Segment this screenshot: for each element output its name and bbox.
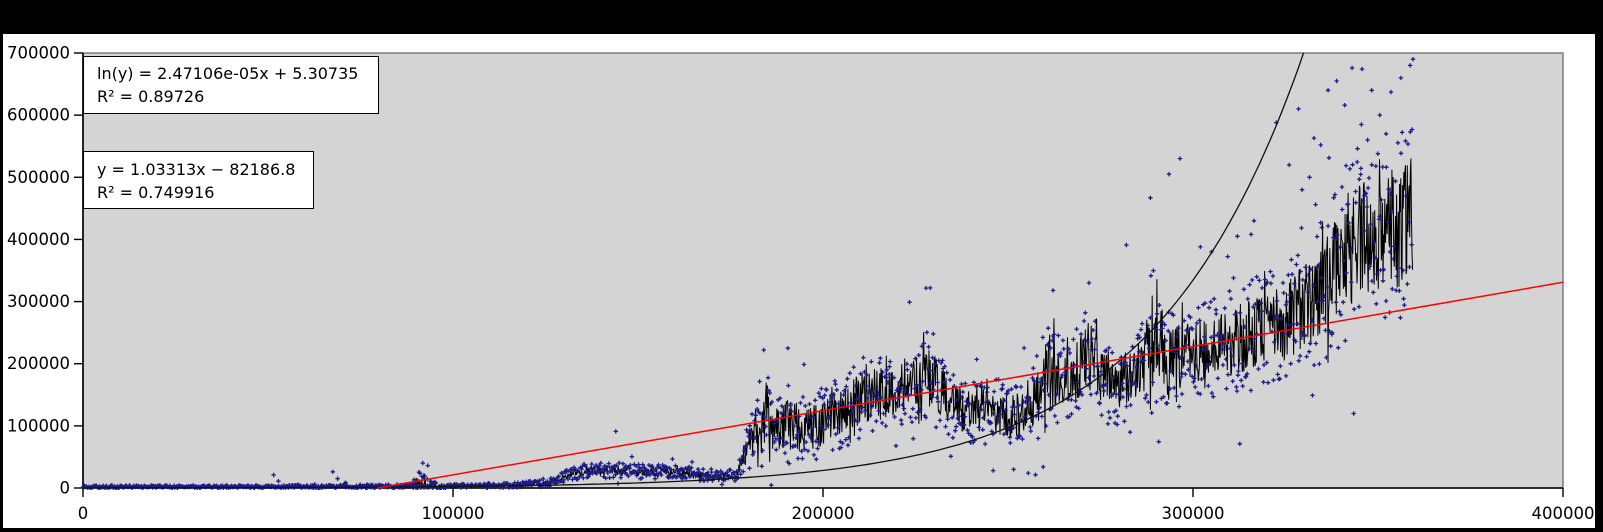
exponential-fit-curve xyxy=(83,52,1305,489)
x-tick-label: 400000 xyxy=(1532,504,1595,523)
x-tick-label: 200000 xyxy=(792,504,855,523)
y-tick-label: 300000 xyxy=(7,292,70,311)
linear-fit-line xyxy=(377,281,1564,489)
y-tick-label: 500000 xyxy=(7,168,70,187)
exp-fit-equation: ln(y) = 2.47106e-05x + 5.30735 xyxy=(97,64,359,83)
exp-fit-equation-box: ln(y) = 2.47106e-05x + 5.30735 R² = 0.89… xyxy=(83,56,379,114)
y-tick-label: 200000 xyxy=(7,354,70,373)
y-tick-label: 600000 xyxy=(7,106,70,125)
y-tick-label: 0 xyxy=(60,479,71,498)
exp-fit-r-squared: R² = 0.89726 xyxy=(97,87,205,106)
linear-fit-equation: y = 1.03313x − 82186.8 xyxy=(97,160,296,179)
x-tick-label: 300000 xyxy=(1162,504,1225,523)
linear-fit-equation-box: y = 1.03313x − 82186.8 R² = 0.749916 xyxy=(83,151,314,209)
linear-fit-r-squared: R² = 0.749916 xyxy=(97,183,215,202)
y-tick-label: 700000 xyxy=(7,44,70,63)
x-tick-label: 0 xyxy=(78,504,89,523)
y-tick-label: 400000 xyxy=(7,230,70,249)
x-tick-label: 100000 xyxy=(422,504,485,523)
y-tick-label: 100000 xyxy=(7,416,70,435)
